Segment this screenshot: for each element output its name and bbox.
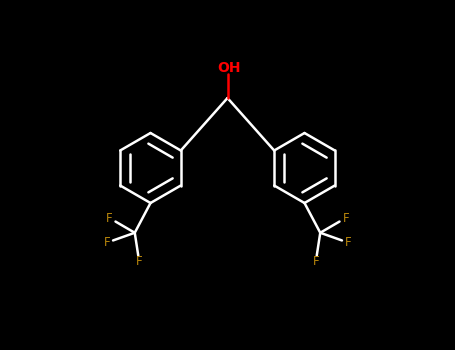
Text: F: F: [343, 211, 349, 225]
Text: F: F: [345, 236, 352, 249]
Text: F: F: [106, 211, 112, 225]
Text: F: F: [103, 236, 110, 249]
Text: F: F: [136, 255, 142, 268]
Text: OH: OH: [217, 61, 241, 75]
Text: F: F: [313, 255, 319, 268]
